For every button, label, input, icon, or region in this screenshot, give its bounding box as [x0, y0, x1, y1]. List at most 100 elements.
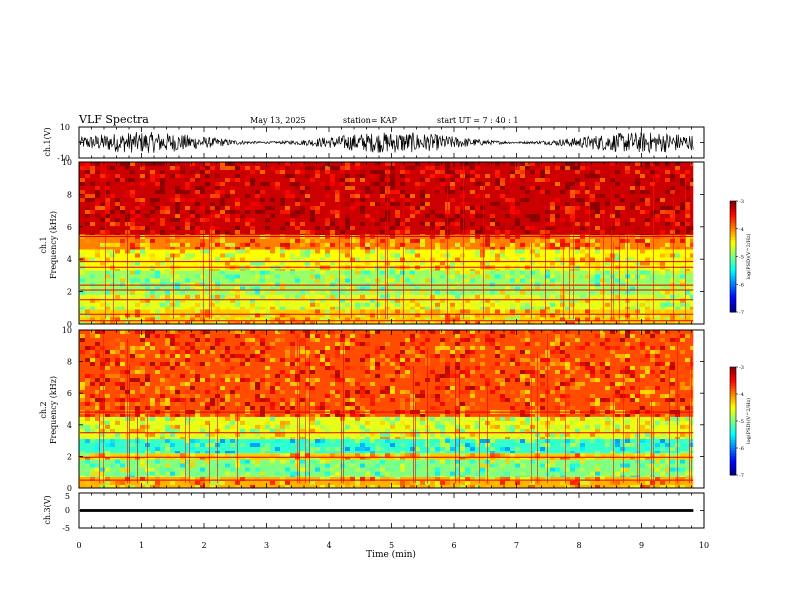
- spectrogram-cell: [560, 346, 565, 350]
- spectrogram-cell: [550, 278, 555, 283]
- spectrogram-cell: [250, 386, 255, 390]
- spectrogram-cell: [325, 290, 330, 295]
- spectrogram-cell: [165, 428, 170, 433]
- spectrogram-cell: [625, 358, 630, 362]
- spectrogram-cell: [130, 358, 135, 362]
- spectrogram-cell: [560, 321, 565, 324]
- spectrogram-cell: [580, 342, 585, 346]
- spectrogram-cell: [370, 202, 375, 206]
- spectrogram-cell: [160, 182, 165, 186]
- spectrogram-cell: [460, 451, 465, 454]
- spectrogram-cell: [205, 286, 210, 291]
- spectrogram-cell: [390, 378, 395, 382]
- spectrogram-cell: [380, 294, 385, 299]
- spectrogram-cell: [180, 374, 185, 378]
- spectrogram-cell: [225, 374, 230, 378]
- spectrogram-cell: [505, 230, 510, 234]
- spectrogram-cell: [355, 166, 360, 170]
- spectrogram-cell: [690, 257, 694, 262]
- spectrogram-cell: [355, 342, 360, 346]
- spectrogram-cell: [470, 484, 475, 488]
- spectrogram-cell: [265, 249, 270, 254]
- spectrogram-cell: [215, 313, 220, 318]
- spectrogram-cell: [110, 428, 115, 433]
- spectrogram-cell: [655, 476, 660, 481]
- spectrogram-cell: [85, 170, 90, 174]
- spectrogram-cell: [325, 366, 330, 370]
- spectrogram-cell: [455, 439, 460, 444]
- spectrogram-cell: [110, 443, 115, 448]
- spectrogram-cell: [670, 475, 675, 477]
- spectrogram-cell: [530, 402, 535, 406]
- spectrogram-cell: [325, 447, 330, 452]
- spectrogram-cell: [170, 218, 175, 222]
- spectrogram-cell: [330, 178, 335, 182]
- spectrogram-cell: [420, 330, 425, 334]
- spectrogram-cell: [360, 424, 365, 429]
- spectrogram-cell: [105, 406, 110, 410]
- spectrogram-cell: [425, 234, 430, 235]
- spectrogram-cell: [305, 443, 310, 448]
- spectrogram-cell: [80, 286, 85, 291]
- spectrogram-cell: [575, 476, 580, 481]
- spectrogram-cell: [295, 286, 300, 291]
- spectrogram-cell: [330, 274, 335, 279]
- spectrogram-cell: [150, 467, 155, 472]
- spectrogram-cell: [595, 206, 600, 210]
- y-tick-label: 0: [67, 320, 72, 329]
- spectrogram-cell: [300, 406, 305, 410]
- spectrogram-cell: [430, 432, 435, 437]
- spectrogram-cell: [450, 476, 455, 481]
- spectrogram-cell: [170, 338, 175, 342]
- spectrogram-cell: [640, 190, 645, 194]
- spectrogram-cell: [150, 451, 155, 454]
- spectrogram-cell: [340, 350, 345, 354]
- spectrogram-cell: [85, 194, 90, 198]
- spectrogram-cell: [350, 234, 355, 235]
- spectrogram-cell: [620, 230, 625, 234]
- spectrogram-cell: [255, 354, 260, 358]
- spectrogram-cell: [390, 362, 395, 366]
- spectrogram-cell: [540, 162, 545, 166]
- spectrogram-cell: [325, 463, 330, 468]
- spectrogram-cell: [205, 436, 210, 440]
- spectrogram-cell: [625, 378, 630, 382]
- spectrogram-cell: [105, 350, 110, 354]
- spectrogram-cell: [630, 313, 635, 318]
- spectrogram-cell: [310, 313, 315, 318]
- spectrogram-cell: [230, 186, 235, 190]
- spectrogram-cell: [350, 476, 355, 481]
- spectrogram-cell: [460, 186, 465, 190]
- spectrogram-streak: [203, 199, 204, 320]
- spectrogram-cell: [430, 309, 435, 314]
- spectrogram-cell: [305, 447, 310, 452]
- spectrogram-cell: [230, 443, 235, 448]
- spectrogram-cell: [85, 457, 90, 460]
- spectrogram-cell: [670, 317, 675, 322]
- spectrogram-cell: [190, 439, 195, 444]
- spectrogram-cell: [655, 378, 660, 382]
- spectrogram-cell: [370, 190, 375, 194]
- spectrogram-cell: [605, 471, 610, 476]
- spectrogram-cell: [235, 390, 240, 394]
- spectrogram-cell: [80, 309, 85, 314]
- spectrogram-cell: [415, 162, 420, 166]
- spectrogram-cell: [135, 317, 140, 322]
- spectrogram-cell: [465, 186, 470, 190]
- spectrogram-cell: [190, 453, 195, 458]
- spectrogram-cell: [395, 242, 400, 247]
- spectrogram-cell: [240, 378, 245, 382]
- spectrogram-cell: [595, 476, 600, 481]
- spectrogram-cell: [525, 358, 530, 362]
- spectrogram-cell: [645, 451, 650, 454]
- spectrogram-cell: [650, 170, 655, 174]
- spectrogram-cell: [330, 278, 335, 283]
- spectrogram-cell: [85, 210, 90, 214]
- spectrogram-cell: [430, 298, 435, 303]
- spectrogram-cell: [95, 457, 100, 460]
- spectrogram-cell: [380, 366, 385, 370]
- spectrogram-cell: [190, 480, 195, 485]
- spectrogram-cell: [520, 178, 525, 182]
- spectrogram-cell: [170, 346, 175, 350]
- spectrogram-cell: [160, 270, 165, 275]
